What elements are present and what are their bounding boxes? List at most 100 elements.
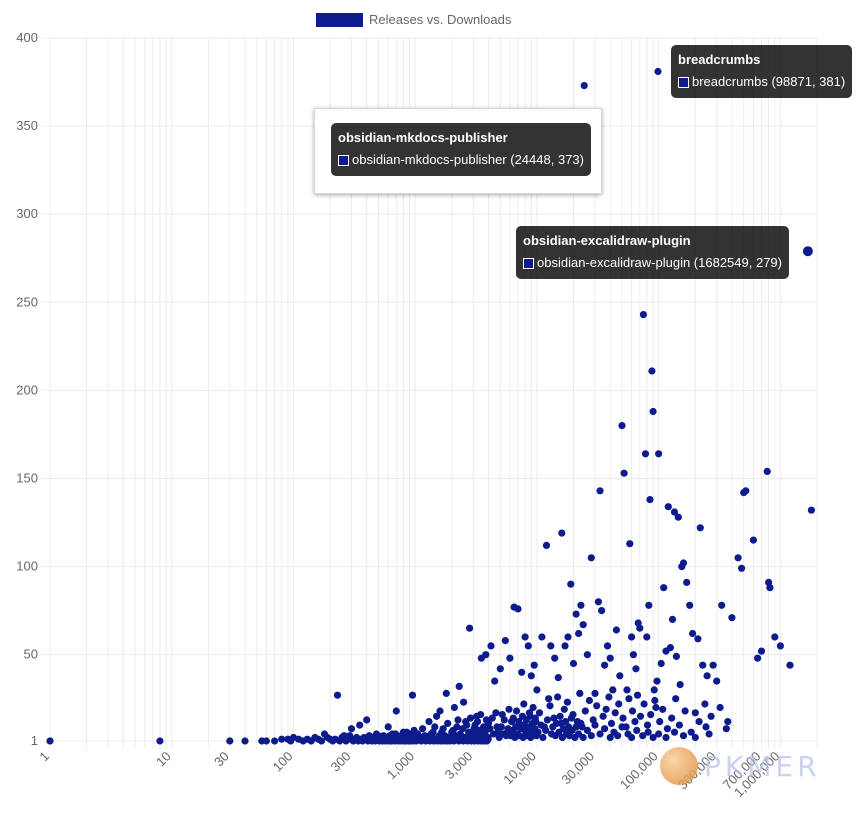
data-point [628, 633, 636, 641]
grid-lines [42, 37, 818, 749]
pkmer-logo-icon [660, 747, 698, 785]
data-point [455, 682, 463, 691]
data-point [572, 610, 580, 618]
data-point [466, 624, 474, 632]
data-point [552, 719, 561, 728]
data-point [668, 714, 676, 722]
data-point [317, 737, 326, 745]
data-point [527, 672, 535, 680]
data-point [754, 654, 762, 662]
data-point [718, 601, 726, 609]
data-point [545, 695, 553, 703]
data-point [463, 721, 471, 729]
data-point [691, 709, 699, 717]
data-point [749, 536, 758, 544]
data-point [591, 721, 599, 729]
data-point [641, 450, 650, 458]
data-point [705, 730, 713, 738]
data-point [585, 696, 594, 705]
data-point [628, 707, 637, 715]
data-point [742, 487, 750, 495]
data-point [689, 629, 697, 638]
data-point [560, 705, 568, 713]
data-point [525, 709, 534, 717]
data-point [694, 635, 702, 643]
data-point [679, 732, 688, 740]
y-tick-label: 200 [16, 382, 38, 397]
data-point [547, 642, 555, 650]
data-point [580, 82, 588, 90]
data-point [466, 714, 475, 722]
data-point [611, 709, 619, 717]
data-point [691, 733, 699, 742]
data-point [707, 712, 715, 720]
data-point [709, 661, 717, 669]
data-point [728, 614, 736, 622]
data-point [587, 554, 595, 562]
data-point [681, 707, 689, 715]
data-point [562, 718, 570, 726]
data-point [551, 654, 559, 662]
data-point [724, 718, 732, 726]
data-point [620, 469, 628, 477]
x-tick-label: 1,000 [384, 749, 418, 783]
data-point [486, 725, 494, 733]
data-point [433, 712, 441, 720]
legend-label: Releases vs. Downloads [369, 12, 512, 27]
data-point [645, 601, 653, 609]
data-point [465, 728, 473, 736]
legend[interactable]: Releases vs. Downloads [316, 12, 512, 27]
data-point [591, 689, 599, 698]
data-point [703, 672, 711, 680]
data-point [487, 642, 495, 650]
data-point [289, 733, 298, 742]
data-point [564, 633, 572, 641]
data-point [766, 584, 774, 592]
data-point [514, 605, 522, 613]
data-point [384, 723, 392, 731]
tooltip-body: breadcrumbs (98871, 381) [678, 73, 845, 91]
x-tick-label: 10 [153, 749, 174, 770]
data-point [601, 725, 609, 733]
tooltip-excalidraw-plugin: obsidian-excalidraw-plugin obsidian-exca… [516, 226, 789, 279]
data-point [734, 554, 742, 562]
data-point [491, 677, 499, 685]
data-point [640, 700, 648, 708]
data-point [392, 707, 400, 715]
data-point [596, 487, 604, 495]
data-point [606, 733, 614, 742]
data-point [599, 712, 607, 720]
y-tick-label: 400 [16, 30, 38, 45]
tooltip-swatch [523, 257, 534, 269]
tooltip-swatch [338, 154, 349, 166]
data-point [696, 524, 704, 532]
data-point [575, 629, 583, 638]
data-point [425, 718, 433, 726]
data-point [323, 733, 331, 742]
data-point [686, 601, 694, 609]
data-point [636, 712, 645, 720]
data-point [602, 705, 610, 713]
data-point [581, 707, 589, 715]
y-tick-label: 250 [16, 294, 38, 309]
data-point [524, 642, 532, 650]
data-point [454, 716, 462, 724]
tooltip-swatch [678, 76, 689, 88]
data-point [662, 733, 670, 742]
data-point [594, 598, 603, 606]
data-point [577, 601, 585, 609]
data-point [657, 659, 665, 668]
data-point [651, 696, 659, 705]
x-tick-label: 3,000 [442, 749, 476, 783]
tooltip-label: obsidian-excalidraw-plugin (1682549, 279… [537, 255, 782, 270]
legend-swatch [316, 13, 363, 27]
data-point [226, 737, 234, 745]
data-point [542, 726, 550, 735]
y-tick-label: 150 [16, 470, 38, 485]
data-point [46, 737, 54, 745]
data-point [444, 719, 452, 728]
data-point [521, 633, 529, 641]
x-tick-label: 30 [211, 749, 232, 770]
data-point [606, 654, 614, 662]
data-point [535, 709, 544, 717]
